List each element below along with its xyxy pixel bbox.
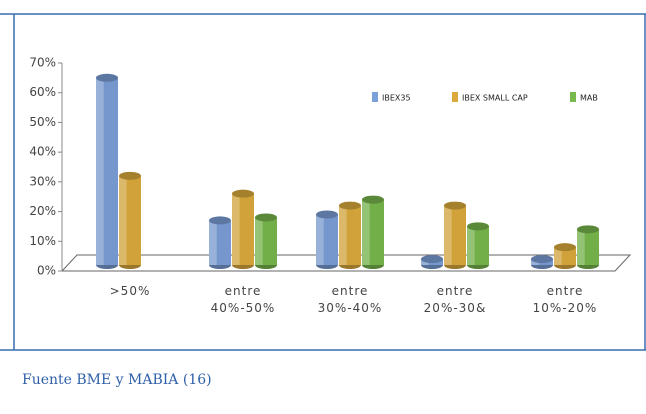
x-tick-label: entre 20%-30& <box>423 284 487 315</box>
bar-top <box>467 222 489 231</box>
x-tick-label: entre 30%-40% <box>317 284 383 315</box>
x-tick-label: entre 10%-20% <box>532 284 598 315</box>
bar <box>209 220 231 265</box>
bar-top <box>339 201 361 210</box>
legend-label: IBEX35 <box>382 94 411 103</box>
legend-label: IBEX SMALL CAP <box>462 94 528 103</box>
y-tick-label: 70% <box>29 56 56 70</box>
bar-top <box>421 255 443 264</box>
source: Fuente BME y MABIA (16) <box>22 372 212 388</box>
bar-top <box>232 189 254 198</box>
legend-swatch <box>570 92 576 102</box>
bar <box>339 205 361 265</box>
bar <box>232 193 254 265</box>
bar-top <box>531 255 553 264</box>
y-tick-label: 50% <box>29 115 56 129</box>
bar-shade <box>232 193 240 265</box>
bar-top <box>96 73 118 82</box>
bar <box>467 226 489 265</box>
y-tick-label: 30% <box>29 174 56 188</box>
bar <box>119 175 141 265</box>
y-tick-label: 60% <box>29 85 56 99</box>
bar-shade <box>444 205 452 265</box>
bar-top <box>362 195 384 204</box>
x-tick-label: entre 40%-50% <box>210 284 276 315</box>
bar-top <box>209 216 231 225</box>
bar-top <box>316 210 338 219</box>
bar-shade <box>96 77 104 265</box>
bar-shade <box>255 217 263 265</box>
y-tick-label: 10% <box>29 234 56 248</box>
bar <box>554 247 576 265</box>
bar <box>362 199 384 265</box>
y-tick-label: 20% <box>29 204 56 218</box>
x-tick-label: >50% <box>109 284 151 298</box>
bar <box>444 205 466 265</box>
bar <box>577 229 599 265</box>
legend-swatch <box>372 92 378 102</box>
bar-top <box>255 213 277 222</box>
bar-shade <box>316 214 324 265</box>
bar-top <box>554 243 576 252</box>
y-tick-label: 40% <box>29 145 56 159</box>
bar-top <box>119 171 141 180</box>
bar <box>255 217 277 265</box>
bar-shade <box>119 175 127 265</box>
bar-shade <box>362 199 370 265</box>
bar-top <box>577 225 599 234</box>
bar-shade <box>209 220 217 265</box>
legend-label: MAB <box>580 94 598 103</box>
legend-swatch <box>452 92 458 102</box>
bar-top <box>444 201 466 210</box>
y-tick-label: 0% <box>37 264 56 278</box>
bar-shade <box>554 247 562 265</box>
bar-shade <box>577 229 585 265</box>
bar <box>96 77 118 265</box>
bar <box>316 214 338 265</box>
bar-shade <box>339 205 347 265</box>
bar-shade <box>467 226 475 265</box>
